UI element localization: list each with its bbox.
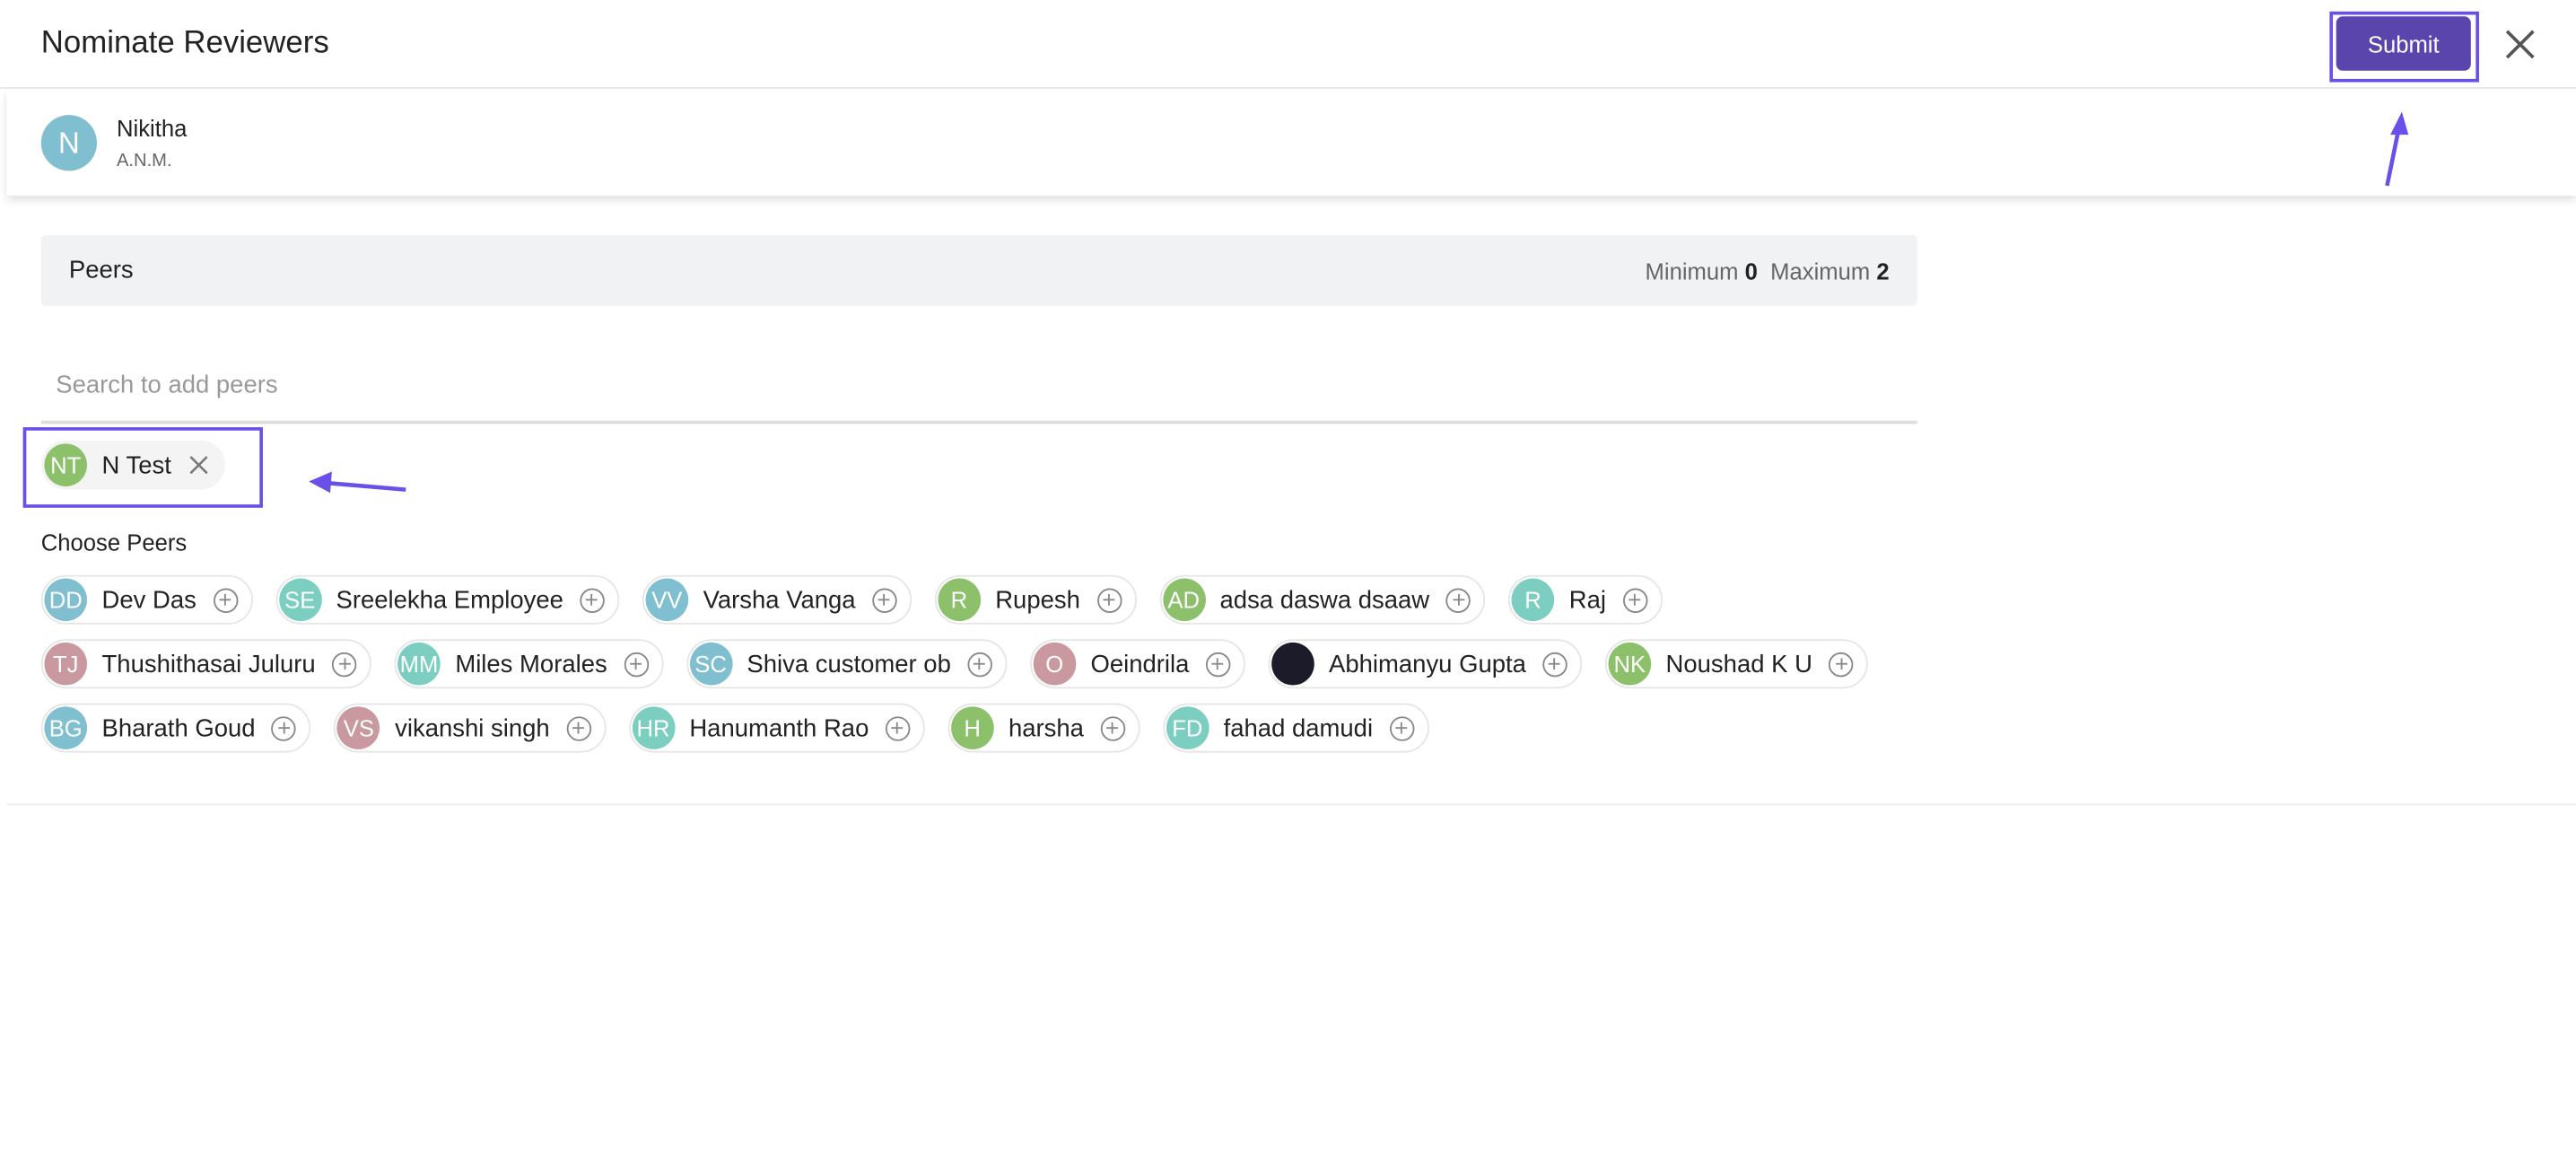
peers-label: Peers bbox=[68, 256, 134, 284]
peer-name: Thushithasai Juluru bbox=[101, 650, 316, 678]
add-button[interactable] bbox=[1445, 587, 1471, 613]
employee-name: Nikitha bbox=[117, 115, 188, 142]
add-button[interactable] bbox=[624, 651, 649, 677]
min-value: 0 bbox=[1744, 258, 1758, 284]
header bbox=[0, 0, 2576, 89]
avatar: R bbox=[1511, 578, 1555, 622]
peer-name: Bharath Goud bbox=[101, 713, 256, 742]
remove-button[interactable] bbox=[188, 453, 211, 477]
max-label: Maximum bbox=[1770, 258, 1871, 284]
avatar: DD bbox=[44, 578, 88, 622]
avatar: H bbox=[950, 706, 994, 749]
avatar: NK bbox=[1608, 642, 1652, 686]
peer-name: Hanumanth Rao bbox=[689, 713, 869, 742]
avatar: AD bbox=[1162, 578, 1206, 622]
close-button[interactable] bbox=[2497, 22, 2543, 67]
peer-name: Sreelekha Employee bbox=[336, 585, 563, 614]
peer-chip[interactable]: BG Bharath Goud bbox=[40, 703, 311, 753]
add-button[interactable] bbox=[871, 587, 897, 613]
peer-name: harsha bbox=[1008, 713, 1084, 742]
peer-name: Oeindrila bbox=[1090, 650, 1190, 678]
avatar: HR bbox=[632, 706, 675, 749]
avatar: O bbox=[1033, 642, 1077, 686]
peer-chip[interactable]: NK Noushad K U bbox=[1604, 639, 1869, 689]
avatar bbox=[1271, 642, 1314, 686]
add-button[interactable] bbox=[271, 715, 297, 740]
max-value: 2 bbox=[1876, 258, 1890, 284]
avatar: VS bbox=[337, 706, 380, 749]
peer-chip[interactable]: VV Varsha Vanga bbox=[642, 574, 912, 625]
employee-row bbox=[6, 89, 2576, 196]
avatar: MM bbox=[397, 642, 441, 686]
selected-list: NT N Test bbox=[40, 440, 226, 490]
choices-list: DD Dev Das SE Sreelekha Employee VV Varsha Va… bbox=[40, 574, 1898, 753]
submit-button[interactable]: Submit bbox=[2336, 16, 2471, 71]
peer-chip[interactable]: DD Dev Das bbox=[40, 574, 253, 625]
peers-bar bbox=[40, 234, 1917, 306]
add-button[interactable] bbox=[1205, 651, 1231, 677]
add-button[interactable] bbox=[1100, 715, 1125, 740]
arrow bbox=[2385, 111, 2409, 187]
add-button[interactable] bbox=[1829, 651, 1854, 677]
add-button[interactable] bbox=[566, 715, 591, 740]
add-button[interactable] bbox=[332, 651, 357, 677]
avatar: FD bbox=[1166, 706, 1209, 749]
peer-name: Abhimanyu Gupta bbox=[1329, 650, 1526, 678]
arrow bbox=[309, 471, 406, 494]
peer-name: Noushad K U bbox=[1665, 650, 1812, 678]
peer-chip[interactable]: AD adsa daswa dsaaw bbox=[1158, 574, 1486, 625]
peer-name: vikanshi singh bbox=[395, 713, 550, 742]
peer-name: Varsha Vanga bbox=[703, 585, 856, 614]
search-underline bbox=[40, 420, 1917, 424]
peer-name: Shiva customer ob bbox=[747, 650, 951, 678]
peer-name: Rupesh bbox=[995, 585, 1080, 614]
peer-chip[interactable]: O Oeindrila bbox=[1029, 639, 1245, 689]
peer-name: Raj bbox=[1568, 585, 1607, 614]
avatar: VV bbox=[645, 578, 689, 622]
highlight-box bbox=[2329, 11, 2479, 83]
peer-chip[interactable]: FD fahad damudi bbox=[1162, 703, 1429, 753]
add-button[interactable] bbox=[1542, 651, 1567, 677]
avatar: SE bbox=[278, 578, 322, 622]
peer-name: N Test bbox=[101, 451, 171, 479]
peer-chip[interactable]: TJ Thushithasai Juluru bbox=[40, 639, 371, 689]
peer-chip[interactable]: HR Hanumanth Rao bbox=[628, 703, 925, 753]
peer-chip[interactable]: SE Sreelekha Employee bbox=[275, 574, 620, 625]
peer-chip[interactable]: R Rupesh bbox=[934, 574, 1137, 625]
add-button[interactable] bbox=[1096, 587, 1122, 613]
avatar: NT bbox=[44, 443, 88, 486]
peer-chip[interactable]: SC Shiva customer ob bbox=[685, 639, 1008, 689]
search-input[interactable]: Search to add peers bbox=[56, 371, 278, 399]
peer-chip[interactable]: MM Miles Morales bbox=[394, 639, 664, 689]
peer-name: fahad damudi bbox=[1223, 713, 1374, 742]
avatar: TJ bbox=[44, 642, 88, 686]
add-button[interactable] bbox=[213, 587, 238, 613]
add-button[interactable] bbox=[580, 587, 605, 613]
add-button[interactable] bbox=[885, 715, 911, 740]
avatar: BG bbox=[44, 706, 88, 749]
limits: Minimum 0 Maximum 2 bbox=[1646, 258, 1890, 284]
min-label: Minimum bbox=[1645, 258, 1739, 284]
avatar: R bbox=[938, 578, 981, 622]
title: Nominate Reviewers bbox=[40, 26, 329, 61]
add-button[interactable] bbox=[1622, 587, 1647, 613]
peer-chip[interactable]: VS vikanshi singh bbox=[334, 703, 606, 753]
add-button[interactable] bbox=[1389, 715, 1414, 740]
peer-name: Miles Morales bbox=[455, 650, 607, 678]
choose-label: Choose Peers bbox=[40, 529, 188, 556]
peer-chip[interactable]: Abhimanyu Gupta bbox=[1268, 639, 1583, 689]
peer-chip[interactable]: R Raj bbox=[1508, 574, 1663, 625]
peer-name: Dev Das bbox=[101, 585, 196, 614]
avatar: N bbox=[40, 115, 98, 171]
peer-name: adsa daswa dsaaw bbox=[1219, 585, 1430, 614]
employee-role: A.N.M. bbox=[117, 151, 172, 171]
add-button[interactable] bbox=[967, 651, 992, 677]
avatar: SC bbox=[689, 642, 732, 686]
highlight-box bbox=[22, 427, 263, 508]
divider bbox=[6, 803, 2576, 806]
peer-chip[interactable]: NT N Test bbox=[40, 440, 226, 490]
